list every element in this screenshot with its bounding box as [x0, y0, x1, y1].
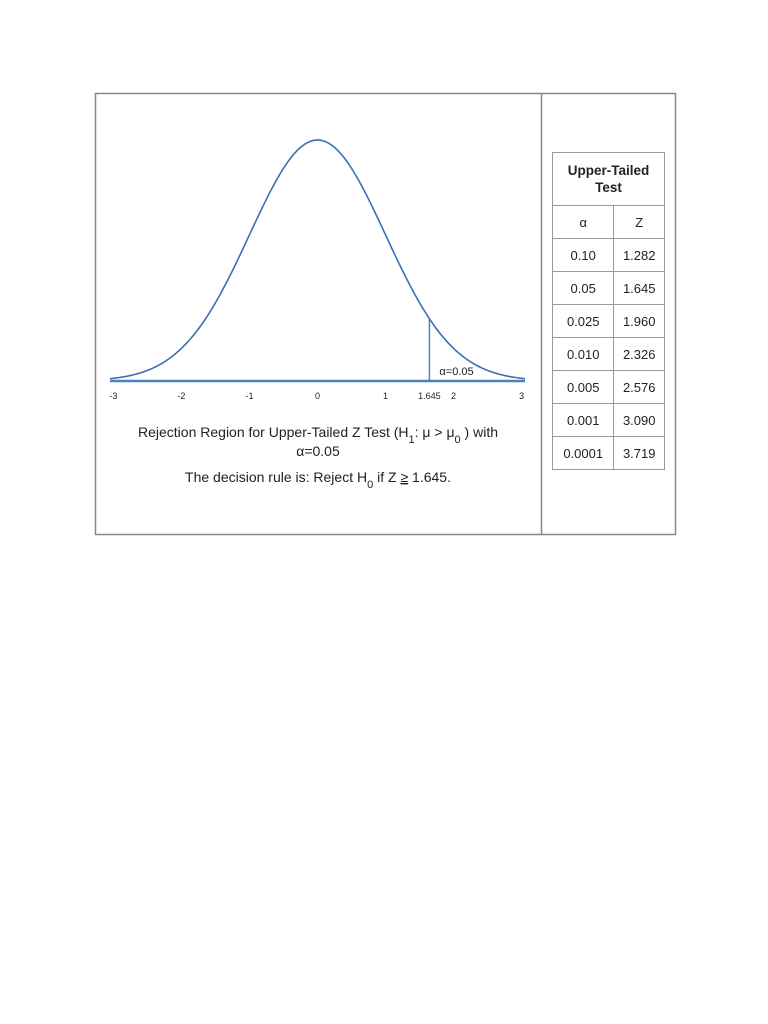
table-cell: 0.05 — [551, 271, 615, 305]
table-cell: 0.10 — [551, 238, 615, 272]
caption-text: : μ > μ — [415, 424, 455, 440]
table-row: 0.010 2.326 — [551, 337, 665, 371]
chart: α=0.05 -3 -2 -1 0 1 1.645 2 3 Rejection Region fo… — [109, 139, 526, 491]
header-cell: Z — [613, 205, 665, 239]
caption-text: 1 — [409, 434, 415, 446]
table-row: 0.05 1.645 — [551, 271, 665, 305]
frame — [94, 92, 677, 536]
table-row: 0.0001 3.719 — [551, 436, 665, 470]
table-title: Upper-Tailed Test — [552, 152, 665, 206]
table-cell: 0.005 — [551, 370, 615, 404]
table-row: 0.005 2.576 — [551, 370, 665, 404]
table-row: 0.10 1.282 — [551, 238, 665, 272]
table-row: 0.001 3.090 — [551, 403, 665, 437]
table-cell: 2.576 — [613, 370, 665, 404]
caption-line: The decision rule is: Reject H0 if Z ≥ 1… — [185, 469, 451, 491]
table-cell: 3.090 — [613, 403, 665, 437]
caption-text: 1.645. — [408, 469, 451, 485]
x-tick-label: 1.645 — [418, 391, 441, 401]
title-row: Upper-Tailed Test — [552, 152, 665, 206]
caption-text: 0 — [367, 479, 373, 491]
table-cell: 2.326 — [613, 337, 665, 371]
caption-line: α=0.05 — [296, 443, 340, 459]
x-tick-label: 2 — [451, 391, 456, 401]
x-tick-label: 0 — [315, 391, 320, 401]
caption-text: The decision rule is: Reject H — [185, 469, 367, 485]
table-cell: 3.719 — [613, 436, 665, 470]
annotation: α=0.05 — [439, 366, 473, 378]
caption-text: α=0.05 — [296, 443, 340, 459]
x-tick-label: 3 — [519, 391, 524, 401]
x-tick-label: 1 — [383, 391, 388, 401]
normal-curve — [109, 139, 526, 380]
table-cell: 1.960 — [613, 304, 665, 338]
caption-text: ≥ — [400, 469, 408, 485]
table-cell: 0.025 — [551, 304, 615, 338]
table-row: 0.025 1.960 — [551, 304, 665, 338]
x-tick-label: -3 — [109, 391, 117, 401]
caption-text: Rejection Region for Upper-Tailed Z Test… — [138, 424, 409, 440]
table-cell: 0.001 — [551, 403, 615, 437]
caption-line: Rejection Region for Upper-Tailed Z Test… — [138, 424, 498, 446]
x-tick-label: -1 — [245, 391, 253, 401]
caption-text: 0 — [455, 434, 461, 446]
table-cell: 1.282 — [613, 238, 665, 272]
x-tick-label: -2 — [177, 391, 185, 401]
table-cell: 0.0001 — [551, 436, 615, 470]
caption-text: if Z — [373, 469, 400, 485]
table-cell: 1.645 — [613, 271, 665, 305]
caption-text: ) with — [461, 424, 498, 440]
header-cell: α — [551, 205, 615, 239]
table-cell: 0.010 — [551, 337, 615, 371]
